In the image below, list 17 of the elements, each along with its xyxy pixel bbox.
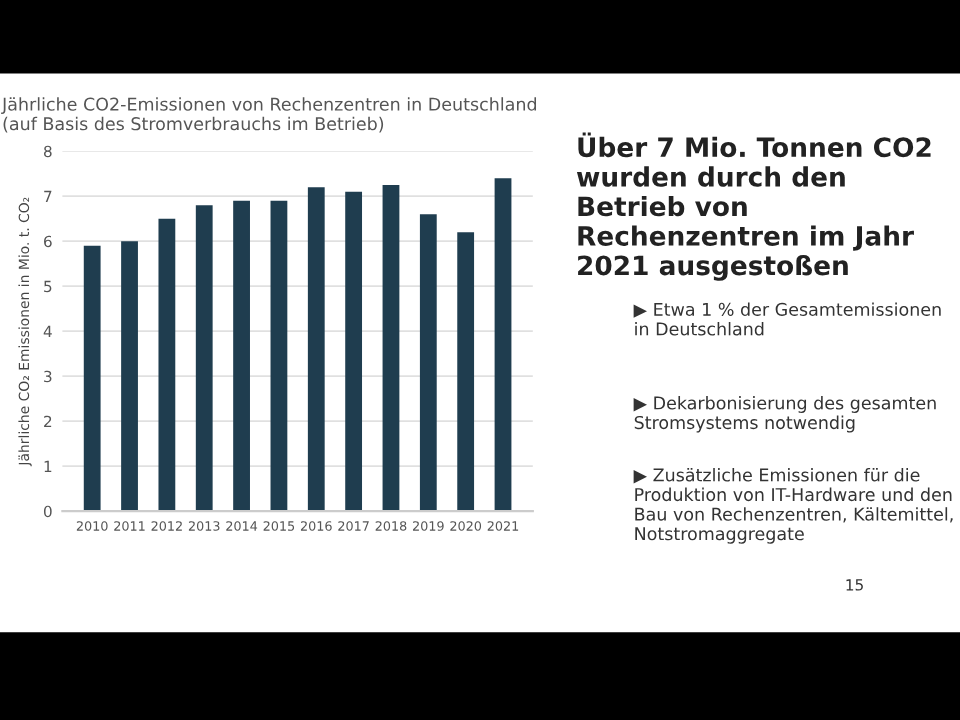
- chart-title: Jährliche CO2-Emissionen von Rechenzentren in Deutschland (auf Basis des Stromverbrauchs im Betrieb): [1, 97, 537, 133]
- bar: [382, 184, 400, 512]
- bar: [195, 205, 213, 512]
- text: ▶ Etwa 1 % der Gesamtemissionen in Deutschland: [633, 302, 941, 336]
- bar: [121, 241, 138, 512]
- text: ▶ Zusätzliche Emissionen für die Produktion von IT-Hardware und den Bau von Rechenzentren, Kältemittel, Notstromaggregate: [633, 468, 953, 544]
- bar: [83, 245, 101, 512]
- bar: [233, 200, 250, 512]
- bar: [494, 178, 512, 512]
- text: ▶ Dekarbonisierung des gesamten Stromsystems notwendig: [633, 396, 936, 433]
- bar: [307, 187, 325, 512]
- bar: [345, 191, 363, 512]
- bar: [270, 200, 288, 512]
- bar: [457, 232, 475, 512]
- text: Über 7 Mio. Tonnen CO2 wurden durch den Betrieb von Rechenzentren im Jahr 2021 ausgestoßen: [576, 132, 931, 281]
- bar: [419, 214, 437, 512]
- bar: [158, 218, 176, 512]
